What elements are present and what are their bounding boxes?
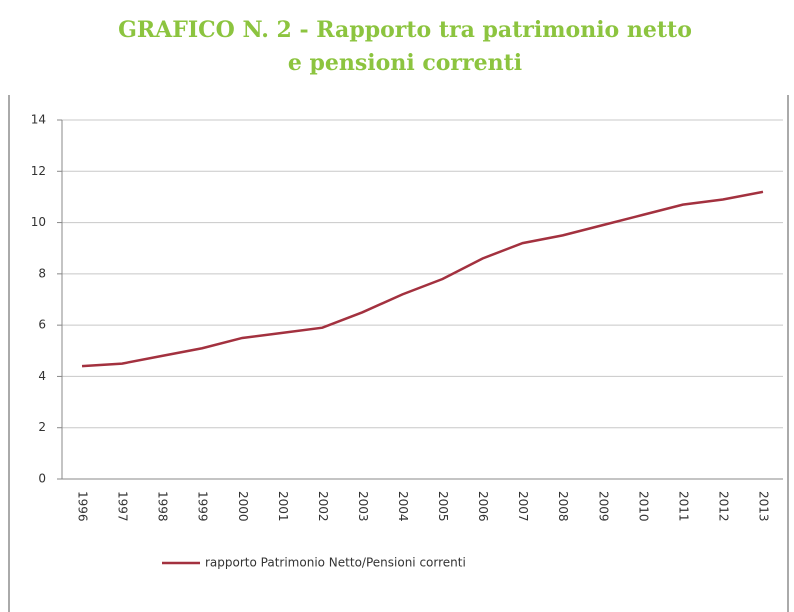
x-tick-label: 1999 [196, 491, 210, 522]
x-tick-label: 2006 [476, 491, 490, 522]
chart-title: GRAFICO N. 2 - Rapporto tra patrimonio n… [118, 17, 692, 43]
x-tick-label: 1997 [116, 491, 130, 522]
y-tick-label: 2 [38, 420, 46, 434]
x-tick-label: 2004 [396, 491, 410, 522]
x-tick-label: 2013 [756, 491, 770, 522]
y-tick-label: 6 [38, 318, 46, 332]
y-tick-label: 12 [31, 164, 46, 178]
x-tick-label: 2003 [356, 491, 370, 522]
x-tick-label: 2002 [316, 491, 330, 522]
legend-label: rapporto Patrimonio Netto/Pensioni corre… [205, 556, 466, 570]
y-tick-label: 14 [31, 113, 46, 127]
series-line [81, 190, 764, 368]
x-tick-label: 2005 [436, 491, 450, 522]
x-tick-label: 2001 [276, 491, 290, 522]
y-tick-label: 0 [38, 472, 46, 486]
x-tick-label: 1998 [156, 491, 170, 522]
x-tick-label: 2012 [716, 491, 730, 522]
chart-title: e pensioni correnti [288, 50, 522, 76]
x-tick-label: 2000 [236, 491, 250, 522]
y-tick-label: 4 [38, 369, 46, 383]
x-tick-label: 1996 [76, 491, 90, 522]
x-tick-label: 2007 [516, 491, 530, 522]
x-tick-label: 2008 [556, 491, 570, 522]
x-tick-label: 2009 [596, 491, 610, 522]
y-tick-label: 10 [31, 215, 46, 229]
x-tick-label: 2011 [676, 491, 690, 522]
y-tick-label: 8 [38, 266, 46, 280]
x-tick-label: 2010 [636, 491, 650, 522]
